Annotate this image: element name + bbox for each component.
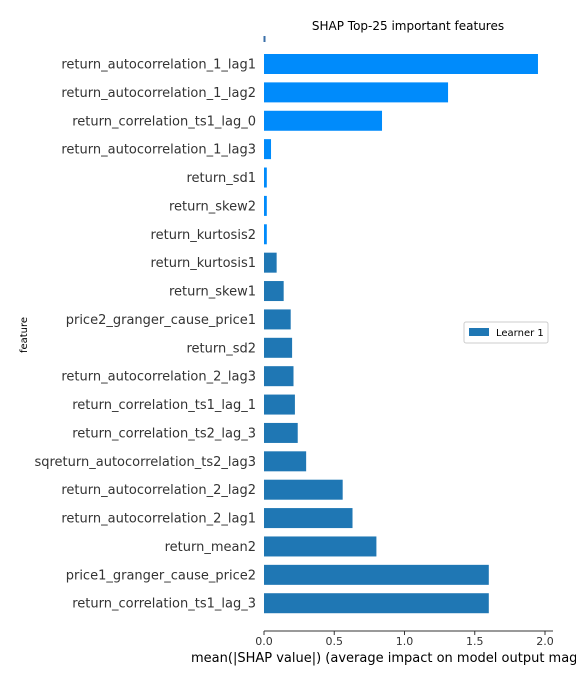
- feature-label: return_autocorrelation_1_lag2: [61, 86, 256, 101]
- bar: [264, 564, 489, 585]
- bar: [264, 508, 353, 529]
- x-tick-label: 0.5: [326, 635, 344, 648]
- feature-label: price2_granger_cause_price1: [66, 313, 256, 328]
- feature-label: return_autocorrelation_2_lag1: [61, 512, 256, 527]
- feature-label: return_correlation_ts2_lag_3: [72, 426, 256, 441]
- x-axis-label: mean(|SHAP value|) (average impact on mo…: [191, 651, 576, 666]
- bar: [264, 252, 277, 273]
- feature-label: return_skew2: [169, 199, 256, 214]
- feature-label: sqreturn_autocorrelation_ts2_lag3: [34, 455, 256, 470]
- bar: [264, 195, 267, 216]
- feature-label: return_mean2: [165, 540, 256, 555]
- x-ticks-group: 0.0 0.5 1.0 1.5 2.0: [255, 631, 554, 648]
- bar: [264, 281, 284, 302]
- feature-labels-group: return_autocorrelation_1_lag1 return_auto…: [34, 58, 256, 612]
- bar: [264, 139, 272, 160]
- feature-label: return_correlation_ts1_lag_3: [72, 597, 256, 612]
- legend-frame: [463, 321, 549, 344]
- bar: [264, 167, 267, 188]
- y-axis-label: feature: [19, 317, 30, 353]
- bar: [264, 54, 538, 74]
- bar: [264, 82, 449, 103]
- feature-label: return_autocorrelation_2_lag2: [61, 483, 256, 498]
- feature-label: price1_granger_cause_price2: [66, 568, 256, 583]
- bar: [264, 479, 343, 500]
- feature-label: return_skew1: [169, 285, 256, 300]
- bar: [264, 337, 293, 358]
- x-tick-label: 2.0: [536, 635, 554, 648]
- feature-label: return_kurtosis1: [151, 256, 256, 271]
- feature-label: return_autocorrelation_2_lag3: [61, 370, 256, 385]
- feature-label: return_autocorrelation_1_lag3: [61, 143, 256, 158]
- feature-label: return_sd1: [186, 171, 256, 186]
- x-tick-label: 1.5: [466, 635, 484, 648]
- bar: [264, 536, 377, 557]
- feature-label: return_autocorrelation_1_lag1: [61, 58, 256, 73]
- feature-label: return_correlation_ts1_lag_0: [72, 114, 256, 129]
- legend-swatch: [469, 328, 489, 336]
- bar: [264, 593, 489, 614]
- x-tick-label: 1.0: [396, 635, 414, 648]
- feature-label: return_correlation_ts1_lag_1: [72, 398, 256, 413]
- feature-label: return_kurtosis2: [151, 228, 256, 243]
- bar: [264, 394, 295, 415]
- legend: Learner 1: [463, 321, 549, 344]
- bar: [264, 366, 294, 387]
- bar: [264, 422, 298, 443]
- x-tick-label: 0.0: [255, 635, 273, 648]
- bar: [264, 309, 291, 330]
- bar: [264, 110, 383, 131]
- bar: [264, 451, 307, 472]
- bar: [264, 224, 267, 245]
- legend-label: Learner 1: [496, 328, 544, 339]
- feature-label: return_sd2: [186, 341, 256, 356]
- bars-group: [264, 54, 538, 614]
- chart-title: SHAP Top-25 important features: [312, 19, 504, 33]
